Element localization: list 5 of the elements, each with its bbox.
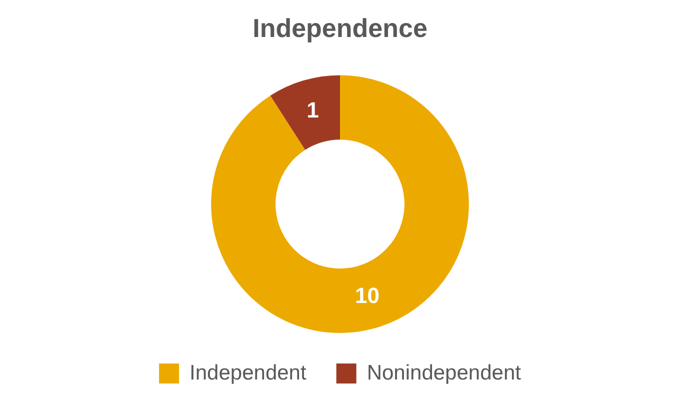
legend-label: Nonindependent <box>366 361 522 384</box>
data-label: 1 <box>306 97 319 122</box>
legend-label: Independent <box>190 361 306 384</box>
chart-title: Independence <box>252 12 428 43</box>
data-label: 10 <box>354 282 380 308</box>
